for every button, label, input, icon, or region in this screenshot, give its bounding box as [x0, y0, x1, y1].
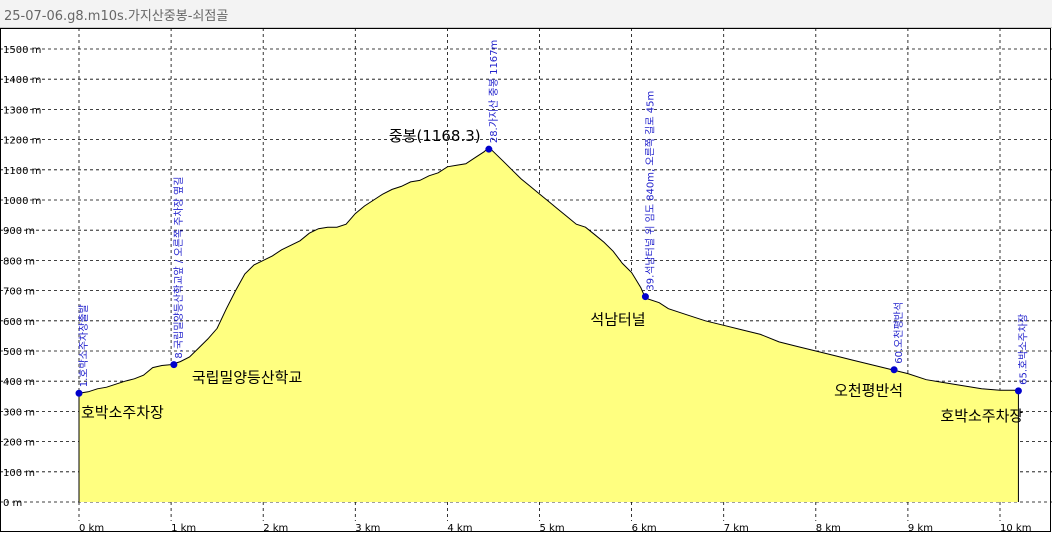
y-tick-label: 100 m: [3, 468, 35, 479]
y-tick-label: 1300 m: [3, 105, 41, 116]
waypoint-marker: [170, 361, 178, 369]
waypoint-marker: [641, 293, 649, 301]
x-tick-label: 5 km: [540, 523, 565, 533]
x-tick-label: 10 km: [1000, 523, 1031, 533]
y-tick-label: 1500 m: [3, 45, 41, 56]
y-axis-labels: 0 m 100 m 200 m 300 m 400 m 500 m 600 m 700 m 80…: [3, 45, 41, 509]
waypoint-tag: 1.호박소주차장출발: [78, 304, 90, 387]
x-tick-label: 9 km: [908, 523, 933, 533]
waypoint-name: 오천평반석: [834, 382, 903, 400]
x-tick-label: 7 km: [724, 523, 749, 533]
x-axis-labels: 0 km 1 km 2 km 3 km 4 km 5 km 6 km 7 km 8 km 9 km…: [79, 523, 1031, 533]
y-tick-label: 800 m: [3, 256, 35, 267]
window-title: 25-07-06.g8.m10s.가지산중봉-쇠점골: [4, 9, 229, 24]
x-tick-label: 2 km: [263, 523, 288, 533]
plot-frame: [0, 28, 1051, 532]
window-titlebar: 25-07-06.g8.m10s.가지산중봉-쇠점골: [0, 0, 1052, 28]
elevation-chart: 0 m 100 m 200 m 300 m 400 m 500 m 600 m 700 m 80…: [0, 28, 1052, 533]
waypoint-marker: [1014, 387, 1022, 395]
y-tick-label: 700 m: [3, 287, 35, 298]
y-tick-label: 300 m: [3, 407, 35, 418]
elevation-fill: [79, 147, 1019, 502]
x-tick-label: 1 km: [171, 523, 196, 533]
y-tick-label: 1100 m: [3, 166, 41, 177]
elevation-line: [78, 146, 1019, 394]
y-tick-label: 600 m: [3, 317, 35, 328]
x-tick-label: 0 km: [79, 523, 104, 533]
y-tick-label: 400 m: [3, 377, 35, 388]
waypoint-tag: 8.국립밀양등산학교앞 / 오른쪽 주차장 옆길: [172, 177, 185, 359]
x-tick-label: 3 km: [355, 523, 380, 533]
x-tick-label: 4 km: [447, 523, 472, 533]
y-tick-label: 500 m: [3, 347, 35, 358]
y-tick-label: 1200 m: [3, 136, 41, 147]
waypoint-marker: [75, 389, 83, 397]
waypoint-name: 중봉(1168.3): [389, 127, 481, 145]
waypoint-marker: [485, 145, 493, 153]
x-tick-label: 8 km: [816, 523, 841, 533]
y-tick-label: 1400 m: [3, 75, 41, 86]
y-tick-label: 200 m: [3, 438, 35, 449]
elevation-area: [78, 146, 1019, 502]
y-tick-label: 1000 m: [3, 196, 41, 207]
waypoint-name: 호박소주차장: [940, 407, 1023, 425]
x-tick-label: 6 km: [632, 523, 657, 533]
waypoint-tag: 60.오천평반석: [893, 302, 905, 364]
waypoint-marker: [890, 366, 898, 374]
y-tick-label: 0 m: [3, 498, 22, 509]
waypoint-tag: 28.가지산 중봉 1167m: [488, 40, 500, 143]
waypoint-tag: 65.호박소주차장: [1017, 314, 1029, 385]
waypoint-tag: 39.석남터널 위 임도 840m, 오른쪽 길로 45m: [643, 91, 656, 291]
waypoint-name: 석남터널: [590, 311, 645, 329]
y-tick-label: 900 m: [3, 226, 35, 237]
waypoint-name: 호박소주차장: [81, 403, 164, 421]
waypoint-name: 국립밀양등산학교: [192, 369, 302, 387]
